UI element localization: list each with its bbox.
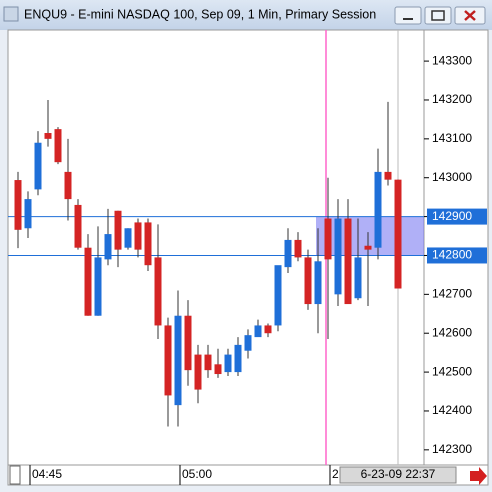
candle-body — [154, 257, 162, 326]
candle-body — [294, 239, 302, 258]
candle-body — [204, 354, 212, 371]
candle-body — [174, 315, 182, 406]
candle-body — [384, 171, 392, 180]
y-tick-label: 143300 — [432, 53, 472, 67]
minimize-button[interactable] — [394, 6, 422, 25]
candle-body — [44, 133, 52, 139]
candle-body — [194, 354, 202, 390]
candle-body — [364, 245, 372, 250]
scroll-right-arrow[interactable] — [470, 467, 487, 485]
y-tick-label: 142300 — [432, 442, 472, 456]
tick-highlight — [427, 208, 487, 225]
candle-body — [344, 218, 352, 305]
candle-body — [304, 257, 312, 305]
y-tick-label: 142900 — [432, 209, 472, 223]
x-tick-label: 04:45 — [32, 467, 62, 481]
candle-body — [394, 179, 402, 289]
candle-body — [64, 171, 72, 200]
candle-body — [184, 315, 192, 371]
candle-body — [34, 142, 42, 190]
chart-title: ENQU9 - E-mini NASDAQ 100, Sep 09, 1 Min… — [24, 7, 376, 21]
y-tick-label: 142700 — [432, 287, 472, 301]
scroll-handle[interactable] — [9, 465, 21, 485]
candle-body — [14, 180, 22, 230]
candle-body — [324, 218, 332, 260]
x-tick-label: 2 — [332, 467, 339, 481]
candle-body — [244, 335, 252, 351]
y-tick-label: 143200 — [432, 92, 472, 106]
maximize-button[interactable] — [424, 6, 452, 25]
candle-body — [164, 325, 172, 396]
candle-body — [314, 261, 322, 305]
candle-body — [234, 344, 242, 373]
y-tick-label: 142600 — [432, 325, 472, 339]
candle-body — [254, 325, 262, 338]
cursor-time-box — [339, 466, 457, 484]
candle-body — [24, 199, 32, 229]
candle-body — [224, 354, 232, 373]
candle-body — [334, 218, 342, 295]
candle-body — [134, 222, 142, 250]
candle-body — [374, 171, 382, 248]
y-tick-label: 142800 — [432, 248, 472, 262]
candle-body — [264, 325, 272, 334]
candle-body — [104, 234, 112, 260]
candle-body — [354, 257, 362, 299]
candle-body — [124, 228, 132, 248]
candle-body — [284, 239, 292, 268]
y-tick-label: 143000 — [432, 170, 472, 184]
candle-body — [114, 210, 122, 250]
candle-body — [94, 257, 102, 316]
candle-body — [84, 247, 92, 316]
y-tick-label: 143100 — [432, 131, 472, 145]
candle-body — [214, 364, 222, 375]
candle-body — [274, 265, 282, 326]
close-icon — [464, 10, 476, 21]
y-tick-label: 142400 — [432, 403, 472, 417]
window-icon — [3, 6, 19, 22]
maximize-icon — [431, 10, 445, 21]
candle-body — [74, 204, 82, 248]
candle-body — [144, 222, 152, 266]
cursor-time: 6-23-09 22:37 — [361, 467, 436, 481]
y-tick-label: 142500 — [432, 364, 472, 378]
tick-highlight — [427, 247, 487, 264]
candle-body — [54, 129, 62, 163]
x-tick-label: 05:00 — [182, 467, 212, 481]
